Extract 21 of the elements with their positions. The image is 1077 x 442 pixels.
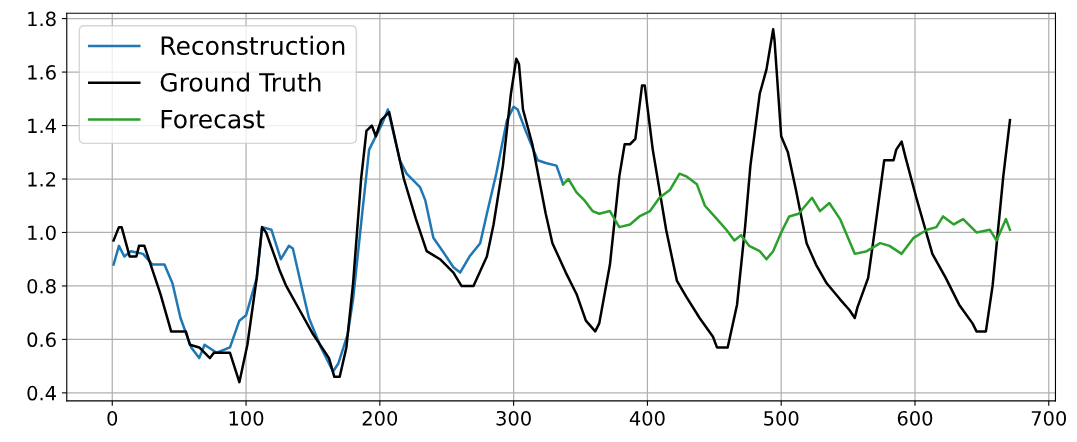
y-tick-label: 1.8 [28, 11, 56, 27]
legend-label: Ground Truth [160, 72, 321, 92]
x-tick-label: 700 [1031, 410, 1067, 426]
x-tick-label: 600 [897, 410, 933, 426]
y-tick-label: 1.6 [28, 65, 56, 80]
y-tick-label: 0.4 [27, 385, 56, 401]
y-tick-label: 0.6 [27, 332, 56, 348]
legend-label: Reconstruction [161, 35, 345, 56]
line-series [561, 172, 1012, 261]
x-tick-label: 100 [229, 410, 264, 426]
x-tick-label: 300 [496, 410, 531, 426]
y-tick-label: 0.8 [27, 278, 56, 294]
x-tick-label: 400 [629, 410, 665, 426]
y-tick-label: 1.2 [28, 171, 56, 187]
y-tick-label: 1.4 [28, 118, 56, 133]
x-tick-label: 500 [764, 410, 799, 426]
line-series [112, 28, 1012, 384]
y-tick-label: 1.0 [28, 225, 56, 241]
x-tick-label: 200 [362, 410, 398, 426]
x-tick-label: 0 [107, 410, 118, 426]
legend-label: Forecast [161, 109, 265, 129]
